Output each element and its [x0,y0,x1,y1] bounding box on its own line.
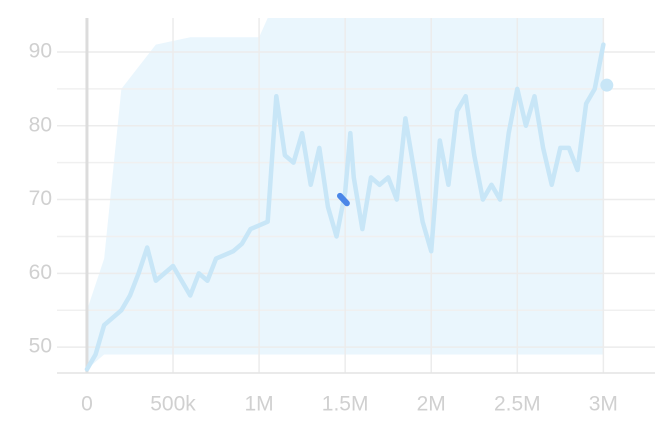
x-tick-label: 500k [150,393,196,416]
x-tick-label: 3M [589,393,618,416]
x-tick-label: 2M [417,393,446,416]
end-point [600,78,614,92]
series-line [336,192,350,207]
y-tick-label: 80 [29,113,52,136]
x-tick-label: 1.5M [322,393,369,416]
x-tick-label: 0 [81,393,93,416]
y-tick-label: 90 [29,39,52,62]
series-line [84,42,606,372]
y-tick-label: 50 [29,335,52,358]
x-tick-label: 1M [244,393,273,416]
x-tick-label: 2.5M [494,393,541,416]
y-tick-label: 60 [29,261,52,284]
y-tick-label: 70 [29,187,52,210]
